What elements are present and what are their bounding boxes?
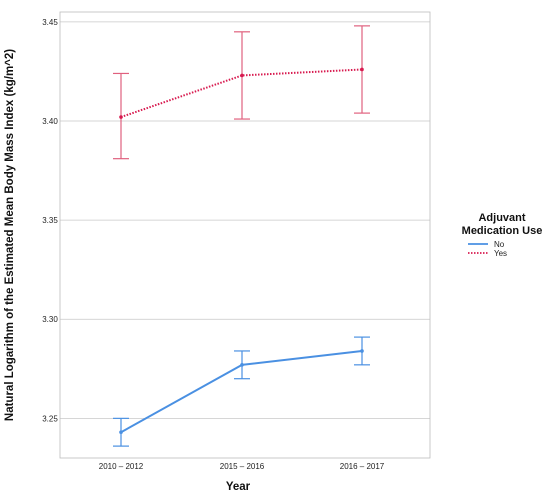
data-point-no [240, 363, 244, 367]
y-tick-label: 3.25 [42, 414, 58, 423]
x-tick-label: 2015 – 2016 [220, 462, 265, 471]
legend-title-line1: Adjuvant [478, 212, 525, 224]
grid-layer [60, 21, 430, 419]
series-no [113, 336, 370, 447]
data-point-yes [360, 67, 364, 72]
series-layer [113, 25, 370, 447]
data-point-no [360, 349, 364, 353]
y-tick-label: 3.45 [42, 18, 58, 27]
legend-label-yes: Yes [494, 249, 507, 258]
legend: Adjuvant Medication Use No Yes [462, 212, 543, 258]
y-tick-label: 3.40 [42, 117, 58, 126]
y-axis-title: Natural Logarithm of the Estimated Mean … [4, 49, 16, 421]
legend-title-line2: Medication Use [462, 225, 543, 237]
x-tick-label: 2010 – 2012 [99, 462, 144, 471]
data-point-no [119, 430, 123, 435]
x-axis-title: Year [226, 481, 251, 493]
x-tick-labels: 2010 – 2012 2015 – 2016 2016 – 2017 [99, 462, 385, 471]
x-tick-label: 2016 – 2017 [340, 462, 385, 471]
legend-label-no: No [494, 240, 505, 249]
series-line-yes [120, 68, 363, 119]
series-yes [113, 25, 370, 160]
y-tick-label: 3.35 [42, 216, 58, 225]
data-point-yes [119, 115, 123, 119]
data-point-yes [240, 73, 244, 78]
y-tick-label: 3.30 [42, 315, 58, 324]
y-tick-labels: 3.25 3.30 3.35 3.40 3.45 [42, 18, 58, 423]
plot-frame [59, 11, 431, 459]
